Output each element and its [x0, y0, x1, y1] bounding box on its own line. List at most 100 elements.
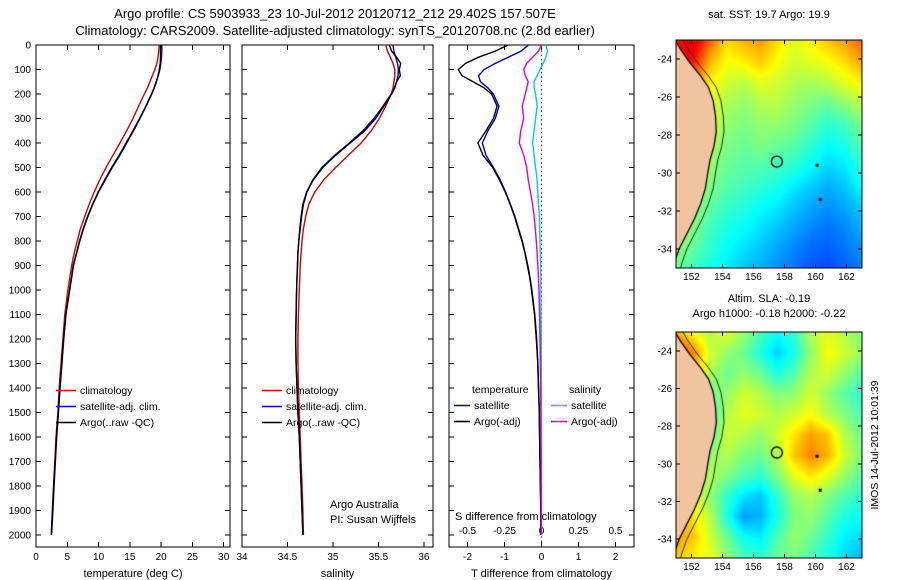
difference-profile-axes	[448, 44, 635, 548]
svg-text:climatology: climatology	[80, 385, 133, 397]
svg-text:2000: 2000	[9, 530, 32, 541]
svg-text:0: 0	[25, 41, 31, 52]
difference-profile-series	[457, 44, 549, 535]
series-argo-raw-qc	[294, 44, 402, 535]
svg-text:1500: 1500	[9, 408, 32, 419]
svg-text:1600: 1600	[9, 432, 32, 443]
svg-text:34: 34	[236, 552, 248, 563]
svg-text:154: 154	[714, 272, 731, 283]
svg-text:-32: -32	[658, 497, 673, 508]
svg-text:300: 300	[14, 114, 31, 125]
svg-text:162: 162	[838, 562, 855, 573]
svg-text:satellite: satellite	[474, 400, 510, 412]
series-t-argo-adj	[457, 44, 542, 535]
figure-title-line2: Climatology: CARS2009. Satellite-adjuste…	[75, 23, 595, 38]
sst-map-title: sat. SST: 19.7 Argo: 19.9	[708, 9, 830, 21]
svg-text:1: 1	[576, 552, 582, 563]
svg-text:160: 160	[807, 272, 824, 283]
svg-text:-1: -1	[500, 552, 509, 563]
svg-text:15: 15	[124, 552, 136, 563]
svg-text:1700: 1700	[9, 457, 32, 468]
svg-text:500: 500	[14, 163, 31, 174]
svg-text:-34: -34	[658, 535, 673, 546]
svg-text:satellite-adj. clim.: satellite-adj. clim.	[80, 401, 161, 413]
svg-text:-0.5: -0.5	[459, 526, 477, 537]
svg-text:climatology: climatology	[286, 385, 339, 397]
svg-text:-30: -30	[658, 459, 673, 470]
sst-map-axes	[675, 39, 863, 269]
svg-text:30: 30	[218, 552, 230, 563]
difference-profile-legend: temperature satellite Argo(-adj) salinity sa…	[454, 384, 618, 428]
svg-text:152: 152	[683, 272, 700, 283]
svg-text:Argo(-adj): Argo(-adj)	[474, 416, 521, 428]
svg-text:Argo Australia: Argo Australia	[330, 499, 399, 511]
series-argo-raw-qc	[50, 45, 162, 535]
svg-text:PI: Susan Wijffels: PI: Susan Wijffels	[330, 514, 416, 526]
svg-text:158: 158	[776, 272, 793, 283]
svg-text:temperature (deg C): temperature (deg C)	[83, 568, 182, 580]
svg-text:0: 0	[539, 552, 545, 563]
svg-text:Argo(..raw -QC): Argo(..raw -QC)	[80, 417, 154, 429]
svg-text:1100: 1100	[9, 310, 31, 321]
svg-text:600: 600	[14, 187, 31, 198]
svg-text:-34: -34	[658, 245, 673, 256]
sla-map-title-line2: Argo h1000: -0.18 h2000: -0.22	[692, 308, 846, 320]
svg-text:satellite-adj. clim.: satellite-adj. clim.	[286, 401, 367, 413]
svg-text:34.5: 34.5	[278, 552, 298, 563]
svg-text:2: 2	[613, 552, 619, 563]
sla-map-axes	[675, 331, 863, 559]
svg-text:1900: 1900	[9, 506, 32, 517]
svg-text:0: 0	[33, 552, 39, 563]
svg-text:900: 900	[14, 261, 31, 272]
sst-map-canvas	[676, 40, 862, 268]
svg-text:T difference from climatology: T difference from climatology	[471, 568, 612, 580]
temperature-profile-axes	[35, 44, 231, 548]
svg-text:-24: -24	[658, 346, 673, 357]
sla-map-title-line1: Altim. SLA: -0.19	[727, 293, 811, 305]
figure-title-line1: Argo profile: CS 5903933_23 10-Jul-2012 …	[114, 6, 556, 21]
svg-text:-0.25: -0.25	[493, 526, 516, 537]
svg-text:temperature: temperature	[472, 384, 529, 396]
series-s-satellite	[531, 44, 549, 535]
salinity-profile-axes	[241, 44, 434, 548]
salinity-profile-legend: climatology satellite-adj. clim. Argo(..ra…	[262, 385, 367, 429]
temperature-profile-series	[50, 44, 163, 535]
svg-text:160: 160	[807, 562, 824, 573]
svg-text:salinity: salinity	[569, 384, 602, 396]
svg-text:20: 20	[156, 552, 168, 563]
svg-text:-28: -28	[658, 422, 673, 433]
svg-text:156: 156	[745, 272, 762, 283]
sla-map-canvas	[676, 332, 862, 558]
series-climatology	[50, 44, 160, 535]
series-climatology	[297, 44, 396, 535]
svg-text:25: 25	[187, 552, 199, 563]
svg-text:200: 200	[14, 89, 31, 100]
svg-text:-28: -28	[658, 131, 673, 142]
svg-text:-30: -30	[658, 169, 673, 180]
svg-text:0.5: 0.5	[609, 526, 623, 537]
svg-text:5: 5	[65, 552, 71, 563]
svg-text:-26: -26	[658, 384, 673, 395]
svg-text:100: 100	[14, 65, 31, 76]
series-s-argo-adj	[518, 44, 543, 535]
svg-text:162: 162	[838, 272, 855, 283]
svg-text:156: 156	[745, 562, 762, 573]
svg-text:152: 152	[683, 562, 700, 573]
svg-text:1200: 1200	[9, 334, 32, 345]
svg-text:158: 158	[776, 562, 793, 573]
svg-text:-2: -2	[463, 552, 472, 563]
svg-text:35: 35	[327, 552, 339, 563]
svg-text:satellite: satellite	[571, 400, 607, 412]
series-satellite-adj-clim	[294, 44, 400, 535]
svg-text:36: 36	[418, 552, 430, 563]
svg-text:0.25: 0.25	[569, 526, 589, 537]
svg-text:35.5: 35.5	[369, 552, 389, 563]
salinity-profile-series	[294, 44, 402, 535]
svg-text:salinity: salinity	[321, 568, 355, 580]
svg-text:154: 154	[714, 562, 731, 573]
svg-text:10: 10	[93, 552, 105, 563]
svg-text:1400: 1400	[9, 383, 32, 394]
svg-text:-26: -26	[658, 93, 673, 104]
